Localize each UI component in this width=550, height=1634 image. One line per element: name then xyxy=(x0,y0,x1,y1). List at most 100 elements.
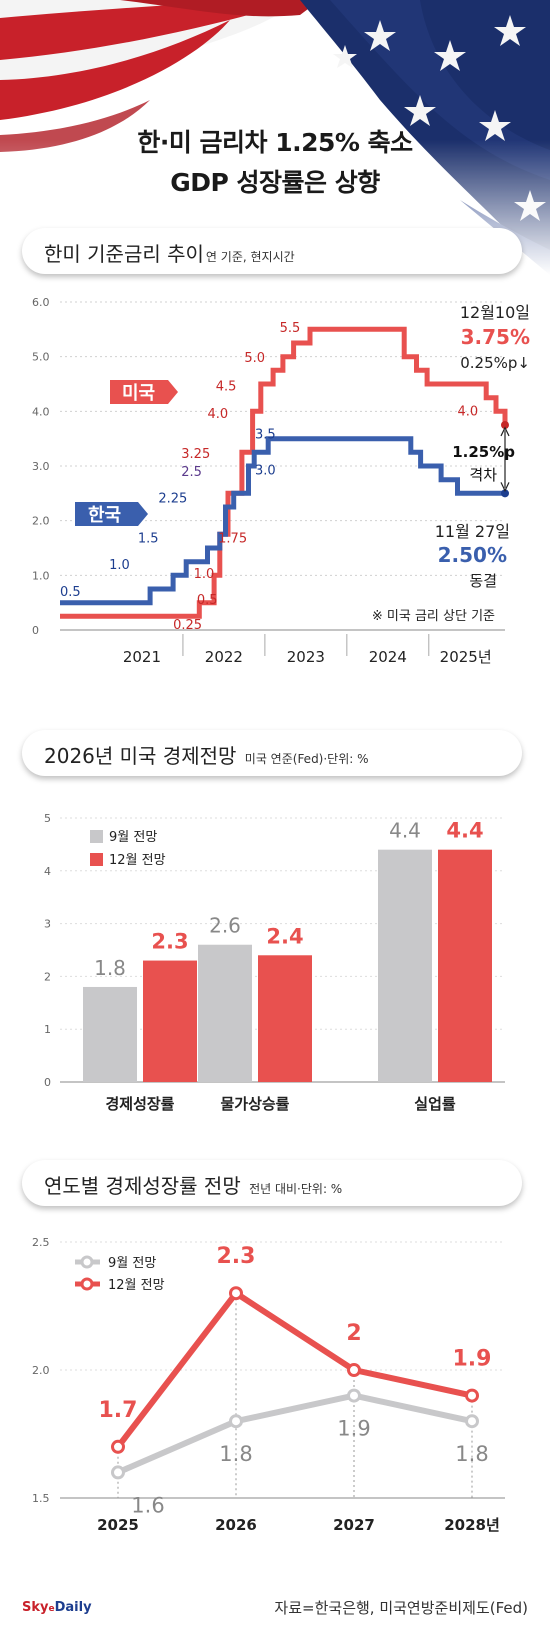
y-tick-label: 1 xyxy=(44,1023,51,1036)
data-point xyxy=(465,1388,479,1403)
y-tick-label: 2.0 xyxy=(32,1364,50,1377)
us-rate-label: 1.0 xyxy=(194,567,215,582)
bar-sep-forecast xyxy=(198,944,252,1082)
y-tick-label: 2 xyxy=(44,970,51,983)
y-tick-label: 0 xyxy=(44,1076,51,1089)
sep-forecast-line xyxy=(116,1392,473,1476)
data-point xyxy=(347,1388,361,1403)
x-tick-label: 2021 xyxy=(123,648,161,666)
x-tick-label: 2026 xyxy=(215,1516,257,1534)
point-value-label: 1.9 xyxy=(453,1347,492,1372)
category-label: 실업률 xyxy=(414,1095,456,1113)
data-point xyxy=(111,1439,125,1454)
y-tick-label: 3.0 xyxy=(32,460,50,473)
gap-arrow-head-down xyxy=(500,482,510,492)
x-tick-label: 2028년 xyxy=(444,1516,500,1534)
bar-dec-forecast xyxy=(258,955,312,1082)
us-end-dot xyxy=(501,421,509,429)
bar-value-label: 2.6 xyxy=(209,914,241,938)
korea-rate-label: 1.5 xyxy=(138,532,159,547)
legend-marker xyxy=(80,1255,94,1269)
legend-label: 9월 전망 xyxy=(109,830,157,845)
legend-marker xyxy=(80,1277,94,1291)
x-tick-label: 2024 xyxy=(369,648,407,666)
point-value-label: 1.9 xyxy=(337,1417,370,1441)
data-point xyxy=(229,1286,243,1301)
outlook-chart-title: 2026년 미국 경제전망 xyxy=(44,744,237,768)
point-value-label: 1.7 xyxy=(99,1398,138,1423)
korea-rate-label: 2.25 xyxy=(158,492,187,507)
y-tick-label: 2.5 xyxy=(32,1236,50,1249)
logo-text-sky: Sky xyxy=(22,1600,49,1615)
y-tick-label: 3 xyxy=(44,918,51,931)
growth-forecast-line-chart: 1.5 2.0 2.5 2025 2026 2027 2028년 1.6 1.8 1.9 1.8 1.… xyxy=(32,1236,505,1534)
data-point xyxy=(229,1414,243,1429)
us-annotation-date: 12월10일 xyxy=(460,303,530,322)
us-rate-label: 4.5 xyxy=(216,380,237,395)
point-value-label: 1.8 xyxy=(219,1442,252,1466)
us-outlook-bar-chart: 0 1 2 3 4 5 경제성장률 1.8 2.3 물가상승률 2.6 2.4 실업률 4.4 4.4 9월 … xyxy=(44,812,505,1113)
bar-value-label: 2.3 xyxy=(151,930,188,954)
data-point xyxy=(347,1363,361,1377)
main-title-line2: GDP 성장률은 상향 xyxy=(170,168,380,197)
korea-rate-label: 2.5 xyxy=(181,465,202,480)
gap-arrow-head-up xyxy=(500,426,510,437)
bar-value-label: 4.4 xyxy=(446,819,483,843)
korea-rate-line xyxy=(60,436,505,606)
korea-rate-label: 1.0 xyxy=(109,558,130,573)
legend-label: 12월 전망 xyxy=(108,1278,165,1293)
us-rate-label: 0.5 xyxy=(197,593,218,608)
us-rate-label: 4.0 xyxy=(208,407,229,422)
section-header-outlook: 2026년 미국 경제전망 미국 연준(Fed)·단위: % xyxy=(22,730,522,776)
rate-note: ※ 미국 금리 상단 기준 xyxy=(372,609,495,624)
rates-chart-title: 한미 기준금리 추이 xyxy=(44,242,204,266)
outlook-chart-subtitle: 미국 연준(Fed)·단위: % xyxy=(244,752,369,766)
us-rate-label: 1.75 xyxy=(218,532,247,547)
section-header-growth: 연도별 경제성장률 전망 전년 대비·단위: % xyxy=(22,1160,522,1206)
us-annotation-change: 0.25%p↓ xyxy=(460,354,530,372)
bar-value-label: 4.4 xyxy=(389,819,421,843)
us-series-tag-label: 미국 xyxy=(122,383,155,404)
bar-dec-forecast xyxy=(143,960,197,1082)
korea-annotation-date: 11월 27일 xyxy=(435,522,510,541)
bar-dec-forecast xyxy=(438,849,492,1082)
growth-chart-subtitle: 전년 대비·단위: % xyxy=(249,1182,343,1196)
y-tick-label: 2.0 xyxy=(32,515,50,528)
source-note: 자료=한국은행, 미국연방준비제도(Fed) xyxy=(274,1599,528,1617)
point-value-label: 1.8 xyxy=(455,1442,488,1466)
korea-annotation-change: 동결 xyxy=(469,572,497,590)
y-tick-label: 5 xyxy=(44,812,51,825)
y-tick-label: 0 xyxy=(32,624,39,637)
y-tick-label: 4.0 xyxy=(32,405,50,418)
legend-label: 12월 전망 xyxy=(109,853,166,868)
x-tick-label: 2025 xyxy=(97,1516,139,1534)
korea-series-tag xyxy=(75,502,148,526)
bar-value-label: 1.8 xyxy=(94,956,126,980)
legend-swatch xyxy=(90,830,103,843)
growth-chart-title: 연도별 경제성장률 전망 xyxy=(44,1174,241,1198)
us-rate-line xyxy=(60,326,508,619)
us-rate-label: 0.25 xyxy=(173,618,202,633)
bar-sep-forecast xyxy=(378,849,432,1082)
gap-annotation-label: 격차 xyxy=(469,466,497,484)
data-point xyxy=(465,1414,479,1429)
rates-chart-subtitle: 연 기준, 현지시간 xyxy=(205,250,295,264)
legend-label: 9월 전망 xyxy=(108,1256,156,1271)
bar-sep-forecast xyxy=(83,986,137,1082)
korea-end-dot xyxy=(501,489,509,498)
point-value-label: 2 xyxy=(346,1321,361,1346)
x-tick-label: 2025년 xyxy=(440,648,492,666)
main-title-line1: 한·미 금리차 1.25% 축소 xyxy=(137,128,413,157)
bar-value-label: 2.4 xyxy=(266,924,303,948)
us-rate-label: 4.0 xyxy=(457,405,478,420)
legend-swatch xyxy=(90,853,103,866)
logo-text-daily: Daily xyxy=(54,1600,92,1615)
dec-forecast-line xyxy=(115,1290,473,1449)
korea-series-tag-label: 한국 xyxy=(88,505,121,526)
section-header-rates: 한미 기준금리 추이 연 기준, 현지시간 xyxy=(22,228,522,274)
us-series-tag xyxy=(110,380,178,404)
y-tick-label: 1.5 xyxy=(32,1492,50,1505)
korea-rate-label: 0.5 xyxy=(60,585,81,600)
y-tick-label: 1.0 xyxy=(32,569,50,582)
skyedaily-logo: SkyeDaily xyxy=(22,1600,92,1615)
